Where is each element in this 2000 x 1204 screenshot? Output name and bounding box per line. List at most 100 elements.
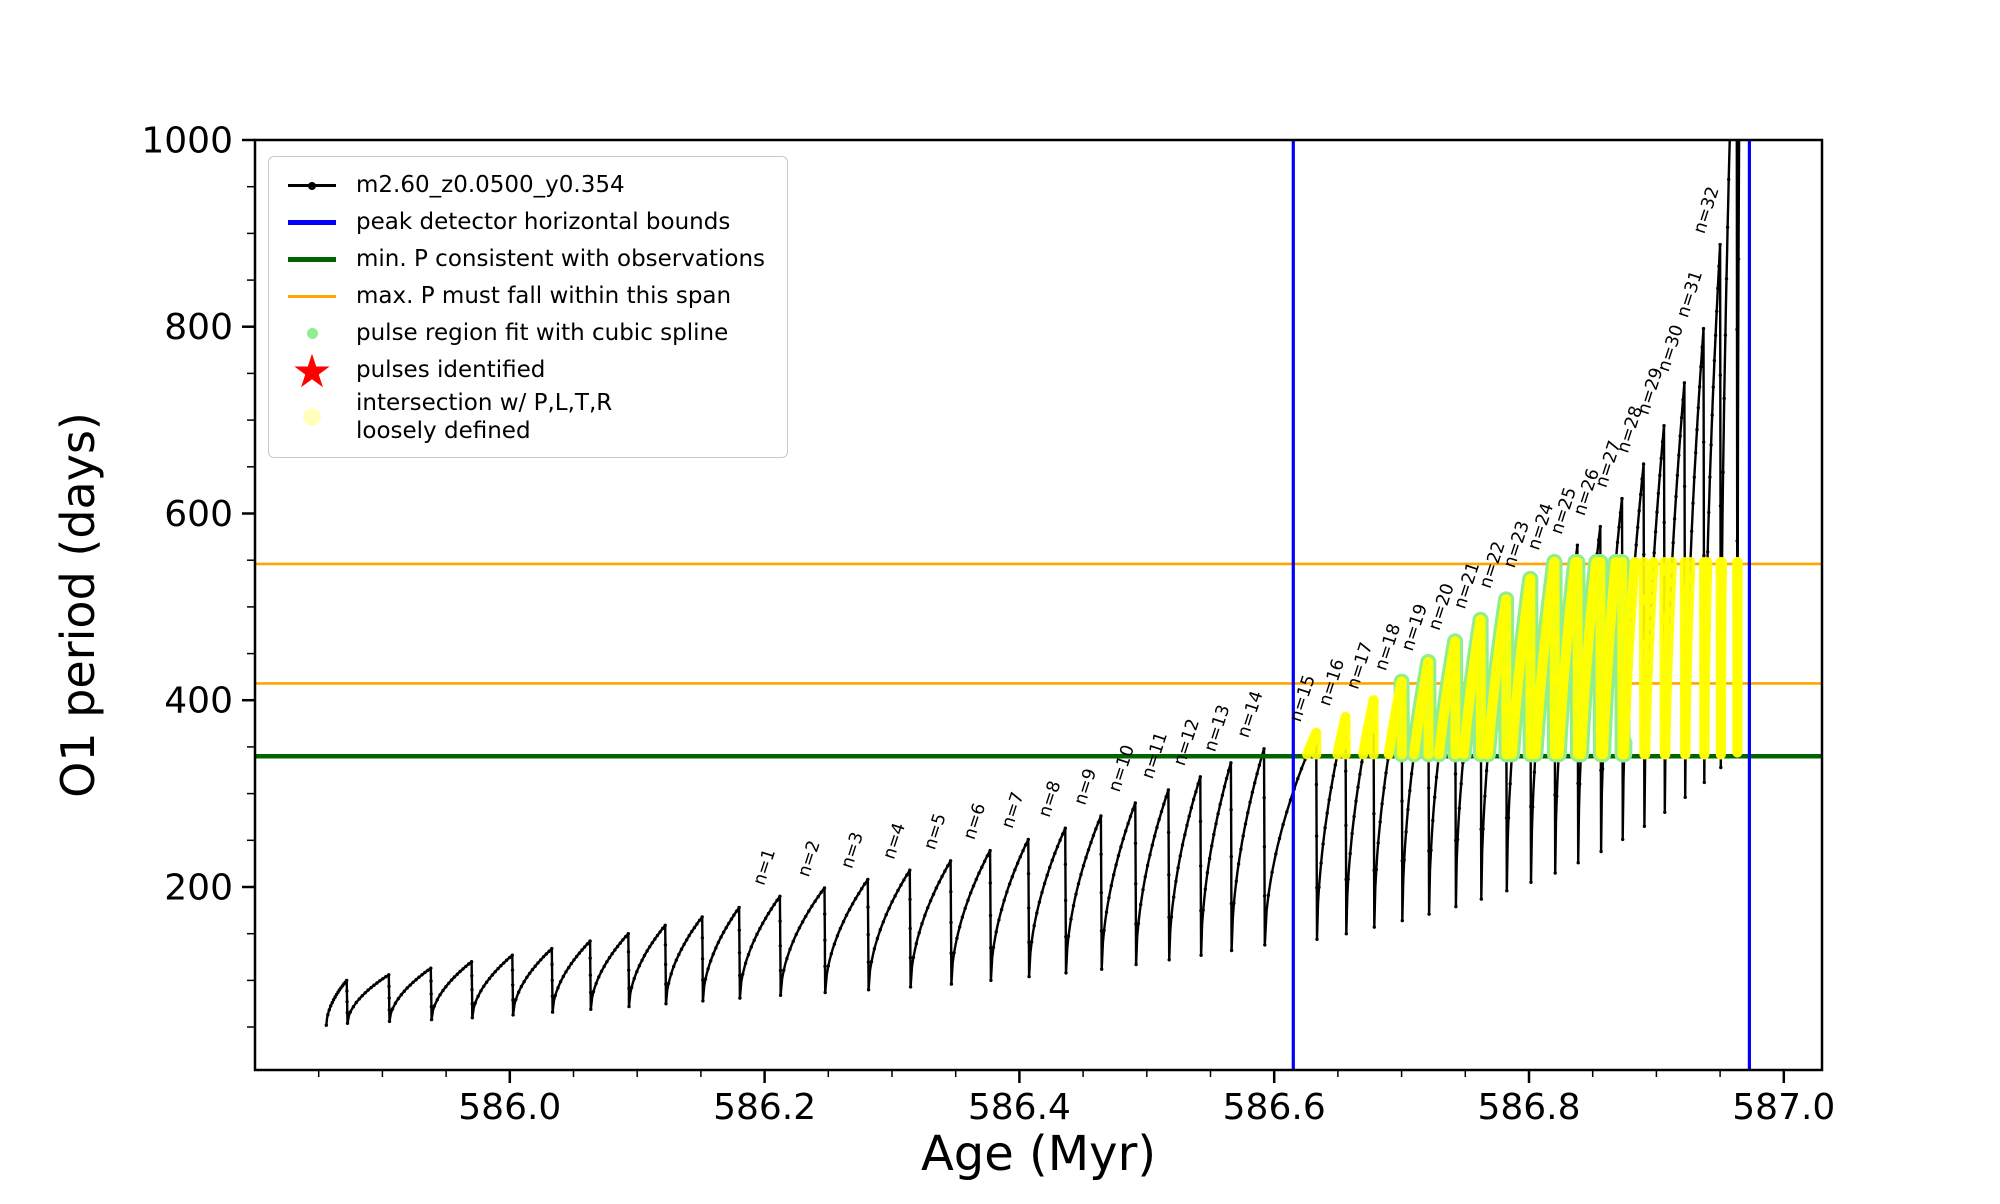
series-marker bbox=[1431, 819, 1434, 822]
series-marker bbox=[1642, 553, 1645, 556]
series-marker bbox=[773, 903, 776, 906]
series-marker bbox=[717, 941, 720, 944]
series-marker bbox=[345, 1000, 348, 1003]
series-marker bbox=[1360, 760, 1363, 763]
y-tick-label: 600 bbox=[164, 494, 233, 535]
series-marker bbox=[940, 875, 943, 878]
series-marker bbox=[1456, 838, 1459, 841]
series-marker bbox=[1715, 310, 1718, 313]
series-marker bbox=[1576, 544, 1579, 547]
series-marker bbox=[1239, 848, 1242, 851]
series-marker bbox=[1693, 476, 1696, 479]
series-marker bbox=[1352, 815, 1355, 818]
series-marker bbox=[578, 951, 581, 954]
series-marker bbox=[1176, 866, 1179, 869]
series-marker bbox=[966, 899, 969, 902]
legend-entry-label: max. P must fall within this span bbox=[356, 282, 731, 310]
series-marker bbox=[588, 939, 591, 942]
series-marker bbox=[722, 931, 725, 934]
series-marker bbox=[867, 988, 870, 991]
series-marker bbox=[1064, 899, 1067, 902]
series-marker bbox=[575, 955, 578, 958]
series-marker bbox=[1379, 820, 1382, 823]
series-marker bbox=[695, 922, 698, 925]
series-marker bbox=[1258, 764, 1261, 767]
series-marker bbox=[1167, 873, 1170, 876]
series-marker bbox=[369, 986, 372, 989]
legend-entry: intersection w/ P,L,T,R loosely defined bbox=[283, 389, 765, 445]
series-marker bbox=[1089, 841, 1092, 844]
legend-entry-label: intersection w/ P,L,T,R loosely defined bbox=[356, 389, 612, 445]
pulse-label: n=32 bbox=[1690, 184, 1724, 236]
series-marker bbox=[1170, 915, 1173, 918]
series-marker bbox=[1046, 874, 1049, 877]
series-marker bbox=[1601, 767, 1604, 770]
series-marker bbox=[1102, 929, 1105, 932]
series-marker bbox=[1064, 971, 1067, 974]
intersection-dot-icon bbox=[283, 408, 341, 426]
series-marker bbox=[1349, 852, 1352, 855]
series-marker bbox=[627, 950, 630, 953]
legend-entry: pulse region fit with cubic spline bbox=[283, 315, 765, 352]
pulse-label: n=7 bbox=[998, 790, 1028, 831]
series-marker bbox=[1736, 539, 1739, 542]
series-marker bbox=[727, 922, 730, 925]
x-tick-label: 586.8 bbox=[1477, 1087, 1580, 1128]
series-marker bbox=[494, 970, 497, 973]
series-marker bbox=[833, 942, 836, 945]
series-marker bbox=[1274, 852, 1277, 855]
series-marker bbox=[474, 1001, 477, 1004]
series-marker bbox=[1724, 334, 1727, 337]
series-marker bbox=[1358, 773, 1361, 776]
series-marker bbox=[1616, 541, 1619, 544]
pulse-label: n=8 bbox=[1035, 778, 1065, 819]
series-marker bbox=[882, 920, 885, 923]
series-marker bbox=[624, 935, 627, 938]
series-marker bbox=[719, 935, 722, 938]
series-marker bbox=[1663, 811, 1666, 814]
series-marker bbox=[1714, 334, 1717, 337]
series-marker bbox=[1404, 830, 1407, 833]
series-marker bbox=[863, 882, 866, 885]
series-marker bbox=[1716, 287, 1719, 290]
series-marker bbox=[735, 910, 738, 913]
series-marker bbox=[867, 933, 870, 936]
series-marker bbox=[1069, 917, 1072, 920]
series-marker bbox=[1529, 881, 1532, 884]
series-marker bbox=[648, 945, 651, 948]
intersection-scatter bbox=[1705, 656, 1706, 696]
pulse-label: n=1 bbox=[750, 847, 780, 888]
series-marker bbox=[732, 913, 735, 916]
series-marker bbox=[1061, 832, 1064, 835]
series-marker bbox=[1124, 829, 1127, 832]
series-marker bbox=[909, 927, 912, 930]
x-tick-label: 586.6 bbox=[1223, 1087, 1326, 1128]
series-marker bbox=[329, 1004, 332, 1007]
series-marker bbox=[1296, 777, 1299, 780]
series-marker bbox=[605, 960, 608, 963]
series-marker bbox=[570, 962, 573, 965]
series-marker bbox=[753, 939, 756, 942]
series-marker bbox=[1027, 838, 1030, 841]
series-marker bbox=[860, 887, 863, 890]
series-marker bbox=[430, 992, 433, 995]
series-marker bbox=[848, 908, 851, 911]
series-marker bbox=[471, 1016, 474, 1019]
series-marker bbox=[456, 973, 459, 976]
series-marker bbox=[1435, 776, 1438, 779]
series-marker bbox=[1035, 911, 1038, 914]
series-marker bbox=[528, 972, 531, 975]
series-marker bbox=[989, 979, 992, 982]
series-marker bbox=[804, 915, 807, 918]
series-marker bbox=[1317, 886, 1320, 889]
series-marker bbox=[1160, 810, 1163, 813]
series-marker bbox=[1167, 788, 1170, 791]
series-marker bbox=[1030, 940, 1033, 943]
series-marker bbox=[1246, 811, 1249, 814]
series-marker bbox=[1401, 919, 1404, 922]
series-marker bbox=[491, 973, 494, 976]
series-marker bbox=[873, 947, 876, 950]
series-marker bbox=[1146, 864, 1149, 867]
series-marker bbox=[664, 943, 667, 946]
